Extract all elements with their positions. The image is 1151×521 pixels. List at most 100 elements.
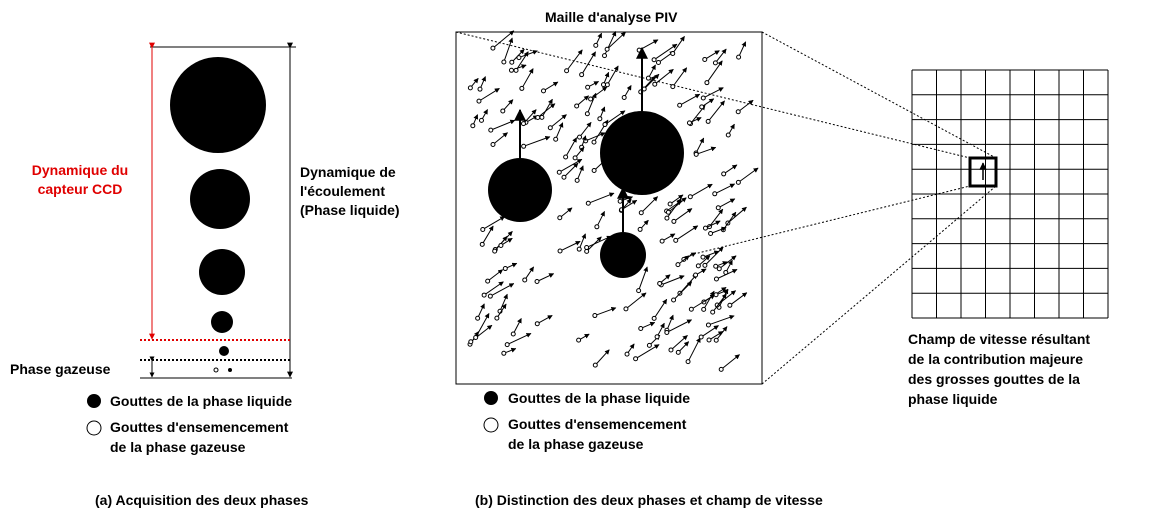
drop (211, 311, 233, 333)
vector (496, 303, 507, 319)
seed (584, 111, 590, 117)
seed (510, 331, 516, 337)
seed (702, 225, 708, 231)
vector (640, 321, 656, 329)
seed (687, 194, 693, 200)
vector (585, 132, 606, 142)
seed (702, 56, 708, 62)
drop (600, 232, 646, 278)
projection (455, 31, 971, 159)
panel-a: Dynamique du capteur CCD Dynamique de l'… (10, 42, 400, 508)
vector (700, 325, 719, 338)
seed (564, 68, 570, 74)
seed (479, 241, 485, 247)
seed (481, 292, 487, 298)
vector (586, 92, 597, 114)
piv-window (455, 31, 763, 385)
vector (523, 109, 537, 124)
vector (661, 275, 685, 286)
seed (490, 141, 496, 147)
seed (591, 139, 597, 145)
seed (540, 88, 546, 94)
seed (638, 325, 644, 331)
seed (585, 84, 591, 90)
seed (670, 50, 676, 56)
vector (705, 220, 721, 229)
grid-caption: de la contribution majeure (908, 351, 1083, 367)
vector (679, 93, 701, 106)
seed (602, 53, 608, 59)
vector (666, 314, 674, 331)
seed (534, 278, 540, 284)
vector (578, 233, 587, 250)
vector (604, 110, 626, 125)
seed (572, 155, 578, 161)
vector (706, 60, 723, 83)
vector (492, 132, 508, 145)
seed (665, 209, 671, 215)
vector (625, 292, 647, 310)
legend-text: Gouttes d'ensemencement (508, 416, 687, 432)
seed (636, 47, 642, 53)
selected-cell (968, 156, 998, 188)
seed (600, 82, 606, 88)
seed (698, 334, 704, 340)
flow-label: l'écoulement (300, 183, 385, 199)
vector (606, 65, 619, 85)
seed (624, 351, 630, 357)
seed (519, 85, 525, 91)
vector (475, 313, 490, 338)
seed (553, 136, 559, 142)
seed (508, 67, 514, 73)
seed (705, 118, 711, 124)
vector (708, 314, 735, 326)
vector (668, 197, 687, 213)
drop (219, 346, 229, 356)
projection (761, 31, 997, 159)
vector (737, 99, 754, 113)
vector (478, 88, 500, 102)
vector (715, 48, 727, 64)
seed (504, 342, 510, 348)
seed (621, 94, 627, 100)
vector (490, 283, 515, 297)
seed (700, 254, 706, 260)
vector (672, 36, 685, 54)
vector (703, 87, 724, 99)
seed (675, 262, 681, 268)
vector (653, 298, 668, 319)
vector (536, 273, 555, 282)
seed (577, 134, 583, 140)
seed (673, 237, 679, 243)
seed (633, 356, 639, 362)
vector (596, 211, 605, 228)
seed (593, 42, 599, 48)
seed (213, 367, 219, 373)
vector (669, 194, 684, 205)
vector (723, 164, 738, 175)
vector (606, 31, 626, 50)
seed (475, 315, 481, 321)
seed (584, 248, 590, 254)
seed (699, 104, 705, 110)
vector (512, 318, 522, 335)
drop (199, 249, 245, 295)
vector (718, 198, 736, 209)
seed (704, 80, 710, 86)
seed (494, 315, 500, 321)
seed (645, 75, 651, 81)
vector (722, 211, 737, 231)
seed (539, 114, 545, 120)
seed (490, 45, 496, 51)
ccd-label: capteur CCD (38, 181, 123, 197)
seed (502, 266, 508, 272)
vector (729, 292, 748, 306)
seed (468, 339, 474, 345)
vector (502, 99, 514, 112)
seed (657, 280, 663, 286)
vector (643, 73, 660, 90)
seed (476, 98, 482, 104)
seed (576, 337, 582, 343)
vector (707, 100, 725, 122)
seed (713, 292, 719, 298)
